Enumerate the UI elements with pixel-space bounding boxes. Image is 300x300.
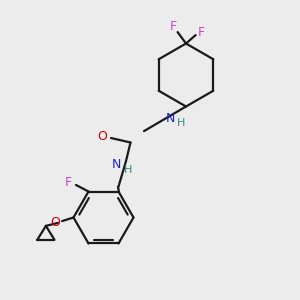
Text: F: F <box>64 176 72 189</box>
Text: F: F <box>170 20 177 33</box>
Text: H: H <box>176 118 185 128</box>
Text: O: O <box>50 216 60 230</box>
Text: N: N <box>166 112 175 125</box>
Text: O: O <box>98 130 107 143</box>
Text: F: F <box>198 26 205 39</box>
Text: N: N <box>112 158 121 171</box>
Text: H: H <box>124 165 133 175</box>
